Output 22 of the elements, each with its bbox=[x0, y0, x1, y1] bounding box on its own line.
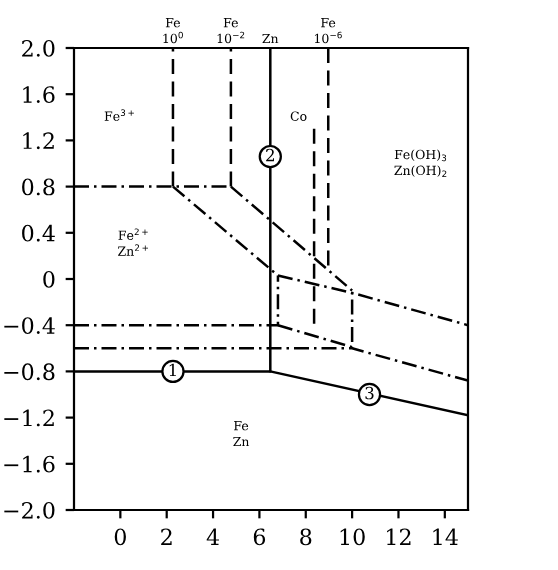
y-tick-label: −0.8 bbox=[4, 363, 55, 381]
y-tick-label: 1.2 bbox=[23, 132, 54, 150]
y-tick-label: −1.2 bbox=[4, 409, 54, 427]
x-tick-label: 8 bbox=[300, 528, 312, 546]
annotation: 1 bbox=[169, 363, 176, 376]
x-tick-label: 6 bbox=[253, 528, 266, 546]
x-tick-label: 14 bbox=[433, 528, 458, 545]
y-tick-label: 0 bbox=[43, 270, 55, 288]
annotation: 2 bbox=[266, 148, 274, 162]
y-tick-label: −2.0 bbox=[4, 501, 55, 519]
y-tick-label: 0.8 bbox=[22, 178, 55, 196]
x-tick-label: 0 bbox=[114, 528, 126, 546]
y-tick-label: 1.6 bbox=[23, 86, 55, 103]
x-tick-label: 10 bbox=[340, 528, 365, 546]
annotation: 3 bbox=[365, 386, 374, 400]
x-tick-label: 2 bbox=[161, 528, 172, 545]
y-tick-label: −0.4 bbox=[4, 317, 55, 334]
x-tick-label: 4 bbox=[206, 528, 220, 545]
y-tick-label: 0.4 bbox=[22, 224, 55, 242]
y-tick-label: 2.0 bbox=[22, 39, 55, 57]
y-tick-label: −1.6 bbox=[4, 455, 55, 473]
x-tick-label: 12 bbox=[387, 528, 411, 545]
